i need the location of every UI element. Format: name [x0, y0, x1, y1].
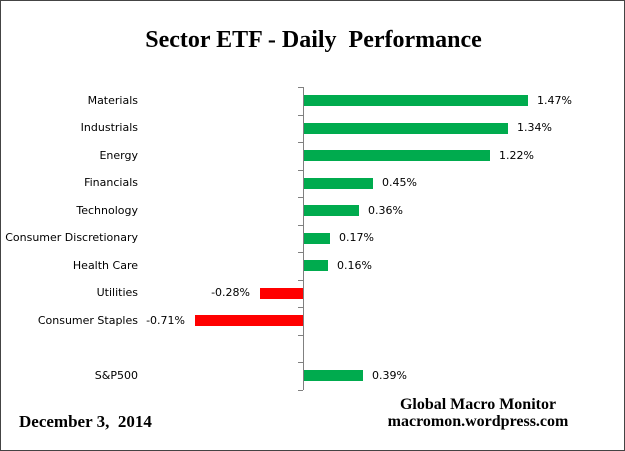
value-label-industrials: 1.34% [517, 121, 552, 134]
category-label-consumer-discretionary: Consumer Discretionary [5, 231, 138, 244]
value-label-energy: 1.22% [499, 149, 534, 162]
axis-tick [298, 335, 303, 336]
axis-tick [298, 197, 303, 198]
bar-sp500 [304, 370, 363, 381]
category-label-utilities: Utilities [96, 286, 138, 299]
chart-title: Sector ETF - Daily Performance [145, 27, 482, 53]
value-label-financials: 0.45% [382, 176, 417, 189]
axis-tick [298, 362, 303, 363]
category-label-industrials: Industrials [80, 121, 138, 134]
category-label-sp500: S&P500 [94, 369, 138, 382]
axis-tick [298, 115, 303, 116]
credit-line-1: Global Macro Monitor [399, 396, 557, 413]
bar-technology [304, 205, 359, 216]
bar-financials [304, 178, 373, 189]
bar-energy [304, 150, 490, 161]
credit-block: Global Macro Monitor macromon.wordpress.… [378, 396, 578, 430]
category-label-health-care: Health Care [72, 259, 138, 272]
bar-utilities [260, 288, 303, 299]
axis-tick [298, 280, 303, 281]
category-label-technology: Technology [76, 204, 138, 217]
axis-tick [298, 170, 303, 171]
bar-health-care [304, 260, 328, 271]
category-label-energy: Energy [99, 149, 138, 162]
axis-tick [298, 225, 303, 226]
axis-tick [298, 87, 303, 88]
bar-consumer-discretionary [304, 233, 330, 244]
value-label-consumer-discretionary: 0.17% [339, 231, 374, 244]
axis-tick [298, 142, 303, 143]
bar-consumer-staples [195, 315, 303, 326]
value-label-health-care: 0.16% [337, 259, 372, 272]
value-label-materials: 1.47% [537, 94, 572, 107]
y-axis-line [303, 87, 304, 390]
credit-line-2: macromon.wordpress.com [387, 413, 569, 430]
category-label-materials: Materials [87, 94, 138, 107]
value-label-consumer-staples: -0.71% [146, 314, 185, 327]
axis-tick [298, 390, 303, 391]
category-label-financials: Financials [84, 176, 138, 189]
category-label-consumer-staples: Consumer Staples [37, 314, 138, 327]
value-label-utilities: -0.28% [211, 286, 250, 299]
value-label-technology: 0.36% [368, 204, 403, 217]
axis-tick [298, 252, 303, 253]
date-label: December 3, 2014 [19, 412, 152, 431]
axis-tick [298, 307, 303, 308]
value-label-sp500: 0.39% [372, 369, 407, 382]
bar-industrials [304, 123, 508, 134]
bar-materials [304, 95, 528, 106]
